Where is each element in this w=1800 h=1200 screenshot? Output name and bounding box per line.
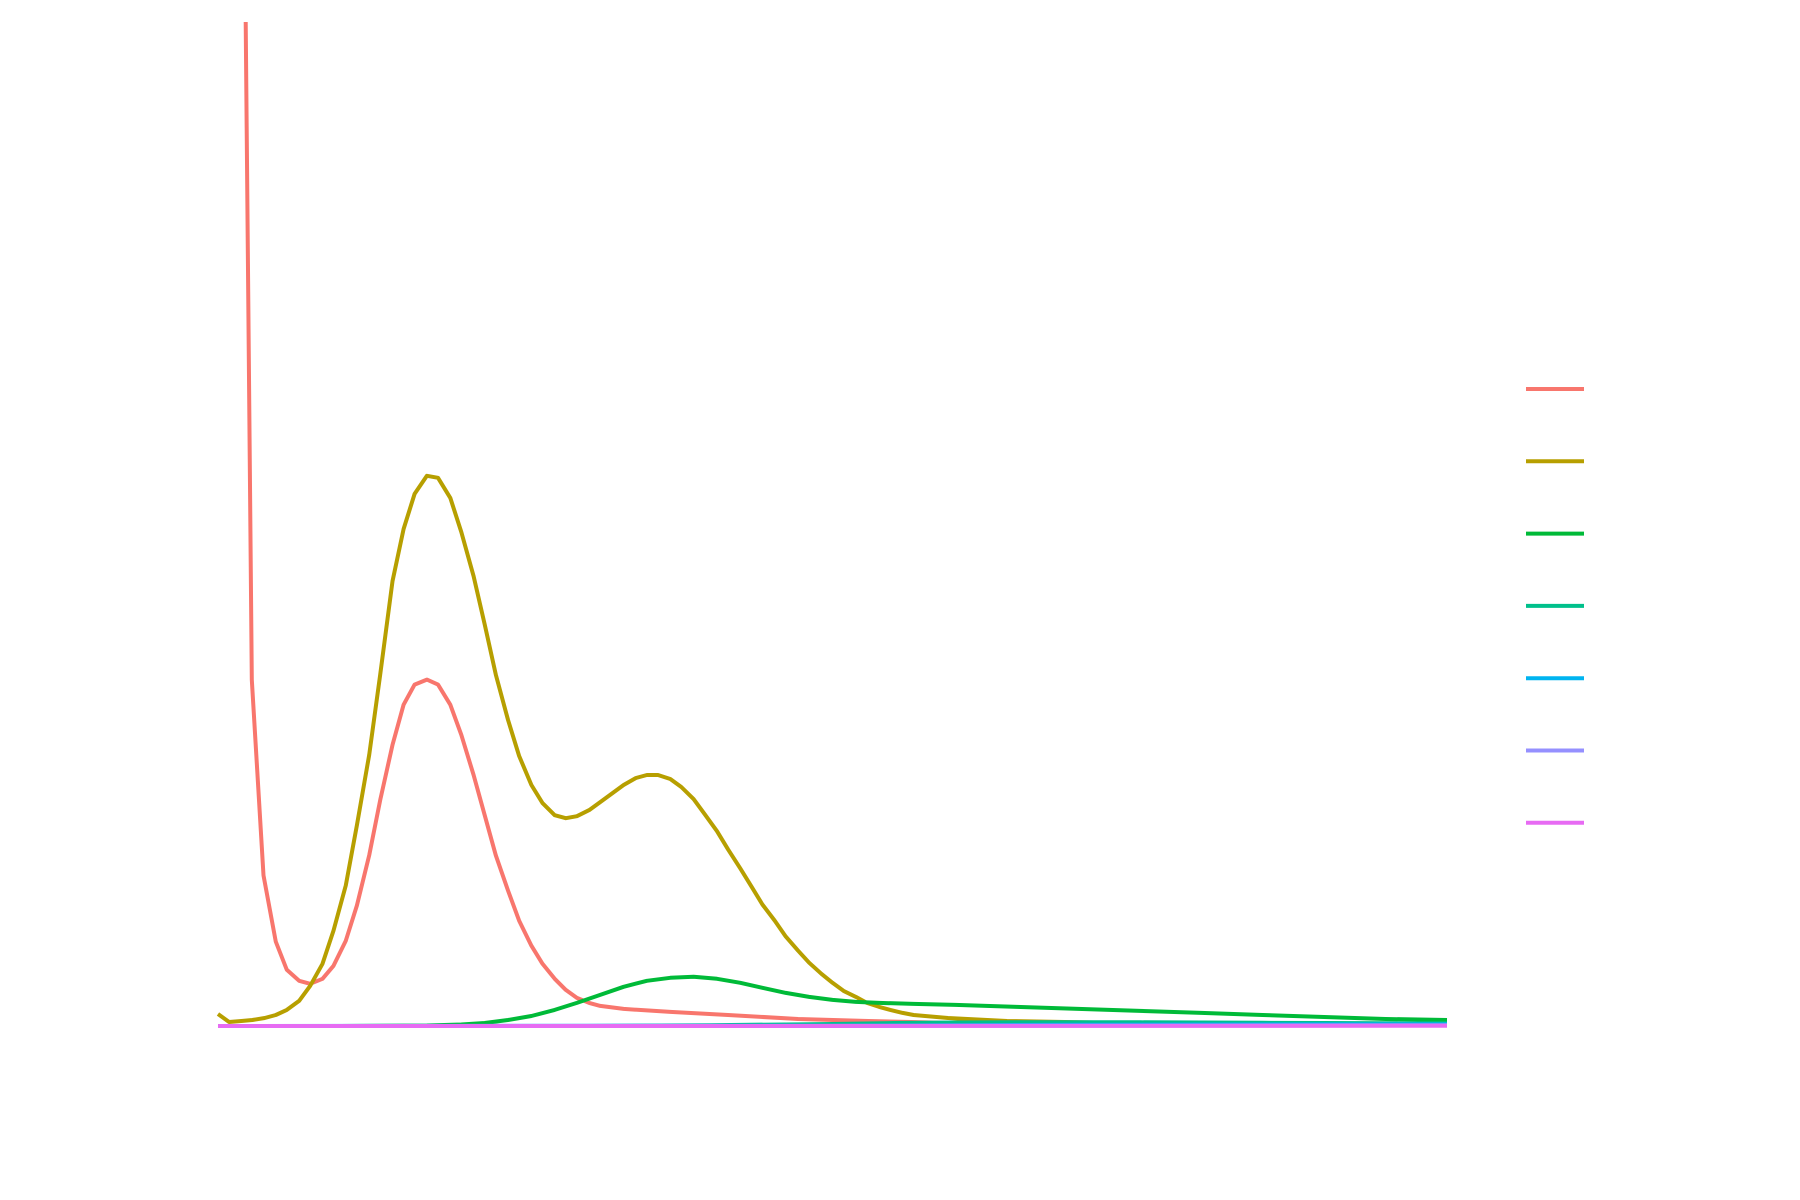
series-line-2 [216, 473, 1447, 1027]
legend [1526, 387, 1584, 825]
series-line-3 [218, 974, 1448, 1028]
plot-area [216, 21, 1448, 1028]
series-line-1 [243, 21, 1448, 1028]
